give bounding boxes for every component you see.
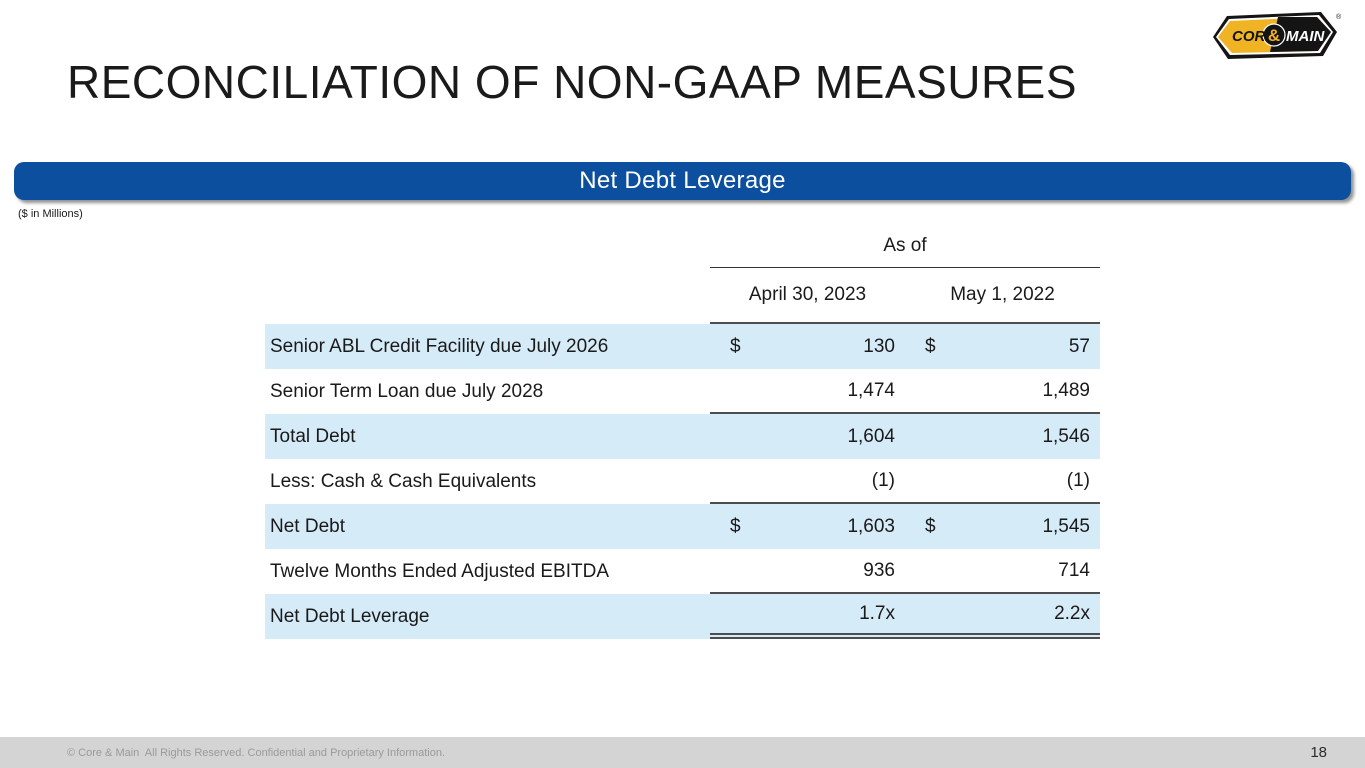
row-values: 1,474 1,489 [710, 369, 1100, 414]
date-columns: April 30, 2023 May 1, 2022 [710, 268, 1100, 324]
row-label: Twelve Months Ended Adjusted EBITDA [270, 560, 610, 582]
row-values: (1) (1) [710, 459, 1100, 504]
row-label: Net Debt Leverage [270, 605, 430, 627]
value-cell-col2: $1,545 [905, 504, 1100, 549]
row-label: Senior ABL Credit Facility due July 2026 [270, 335, 609, 357]
logo-text-amp: & [1268, 26, 1280, 45]
row-values: 1.7x 2.2x [710, 594, 1100, 639]
value-col1: 936 [863, 559, 895, 581]
row-values: 1,604 1,546 [710, 414, 1100, 459]
value-cell-col1: (1) [710, 459, 905, 502]
table-column-header-row: April 30, 2023 May 1, 2022 [265, 268, 1100, 324]
table-row-net-debt: Net Debt $1,603 $1,545 [265, 504, 1100, 549]
header-spacer [265, 268, 710, 324]
column-header-april-30-2023: April 30, 2023 [748, 284, 867, 305]
section-banner: Net Debt Leverage [14, 162, 1351, 200]
value-cell-col1: 1,474 [710, 369, 905, 412]
value-col2: 57 [1068, 335, 1090, 357]
table-row-total-debt: Total Debt 1,604 1,546 [265, 414, 1100, 459]
currency-symbol: $ [925, 335, 936, 357]
page-number: 18 [1310, 744, 1327, 761]
value-col1: 1,603 [847, 515, 895, 537]
value-cell-col2: 714 [905, 549, 1100, 592]
value-cell-col1: 936 [710, 549, 905, 592]
value-cell-col2: (1) [905, 459, 1100, 502]
table-row-senior-term-loan: Senior Term Loan due July 2028 1,474 1,4… [265, 369, 1100, 414]
value-col1: 1.7x [859, 602, 895, 624]
header-spacer [265, 225, 710, 268]
value-col2: 1,545 [1042, 515, 1090, 537]
page-title: RECONCILIATION OF NON-GAAP MEASURES [67, 56, 1078, 108]
value-cell-col2: 1,546 [905, 414, 1100, 459]
value-col2: 2.2x [1054, 602, 1090, 624]
row-label: Senior Term Loan due July 2028 [270, 380, 544, 402]
section-banner-label: Net Debt Leverage [579, 167, 786, 194]
value-col2: 714 [1058, 559, 1090, 581]
net-debt-leverage-table: As of April 30, 2023 May 1, 2022 Senior … [265, 225, 1100, 639]
value-cell-col1: 1,604 [710, 414, 905, 459]
currency-symbol: $ [730, 515, 741, 537]
row-label: Net Debt [270, 515, 345, 537]
table-group-header-row: As of [265, 225, 1100, 268]
footer-bar: © Core & Main All Rights Reserved. Confi… [0, 737, 1365, 768]
table-row-net-debt-leverage: Net Debt Leverage 1.7x 2.2x [265, 594, 1100, 639]
value-col2: 1,546 [1042, 425, 1090, 447]
value-col1: (1) [871, 469, 895, 491]
group-header-as-of: As of [710, 225, 1100, 268]
value-cell-col1: $130 [710, 324, 905, 369]
table-row-adjusted-ebitda: Twelve Months Ended Adjusted EBITDA 936 … [265, 549, 1100, 594]
value-cell-col1: 1.7x [710, 594, 905, 633]
row-values: $1,603 $1,545 [710, 504, 1100, 549]
column-header-may-1-2022: May 1, 2022 [950, 284, 1055, 305]
value-col2: (1) [1066, 469, 1090, 491]
logo-text-main: MAIN [1286, 28, 1325, 45]
value-cell-col2: 2.2x [905, 594, 1100, 633]
value-col1: 130 [863, 335, 895, 357]
value-col1: 1,604 [847, 425, 895, 447]
logo-text-core: CORE [1232, 28, 1276, 45]
copyright-text: © Core & Main All Rights Reserved. Confi… [67, 746, 446, 759]
table-row-less-cash: Less: Cash & Cash Equivalents (1) (1) [265, 459, 1100, 504]
currency-symbol: $ [925, 515, 936, 537]
row-label: Total Debt [270, 425, 356, 447]
value-cell-col2: 1,489 [905, 369, 1100, 412]
row-values: $130 $57 [710, 324, 1100, 369]
value-cell-col1: $1,603 [710, 504, 905, 549]
value-col2: 1,489 [1042, 379, 1090, 401]
table-row-senior-abl: Senior ABL Credit Facility due July 2026… [265, 324, 1100, 369]
core-and-main-logo: CORE & MAIN ® [1212, 10, 1342, 62]
logo-graphic: CORE & MAIN ® [1213, 12, 1342, 59]
value-col1: 1,474 [847, 379, 895, 401]
row-values: 936 714 [710, 549, 1100, 594]
currency-symbol: $ [730, 335, 741, 357]
value-cell-col2: $57 [905, 324, 1100, 369]
row-label: Less: Cash & Cash Equivalents [270, 470, 537, 492]
units-note: ($ in Millions) [18, 208, 83, 220]
logo-registered-mark: ® [1336, 13, 1342, 21]
